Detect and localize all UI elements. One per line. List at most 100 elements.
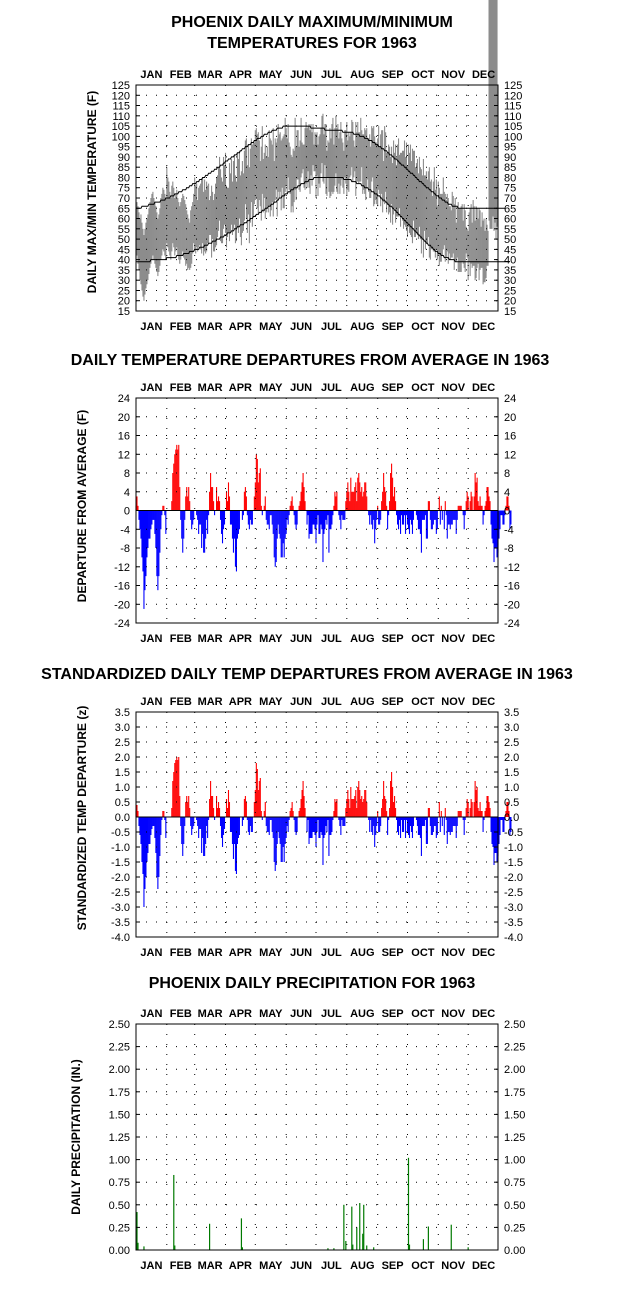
y-tick-label-right: 55 bbox=[504, 224, 516, 236]
y-tick-label-left: 35 bbox=[118, 265, 130, 277]
y-tick-label-right: 4 bbox=[504, 487, 510, 499]
temperature-chart: PHOENIX DAILY MAXIMUM/MINIMUM TEMPERATUR… bbox=[85, 0, 522, 333]
y-tick-label-right: 90 bbox=[504, 152, 516, 164]
month-label-bottom: FEB bbox=[170, 1260, 192, 1272]
y-tick-label-right: 65 bbox=[504, 203, 516, 215]
month-label-top: AUG bbox=[350, 1008, 374, 1020]
month-label-top: SEP bbox=[382, 382, 404, 394]
month-label-top: MAY bbox=[259, 382, 283, 394]
y-tick-label-right: -1.5 bbox=[504, 857, 523, 869]
departure-chart: DAILY TEMPERATURE DEPARTURES FROM AVERAG… bbox=[71, 352, 550, 645]
y-tick-label-right: -4 bbox=[504, 524, 514, 536]
y-tick-label-right: -2.5 bbox=[504, 887, 523, 899]
y-tick-label-left: 1.5 bbox=[115, 767, 130, 779]
month-label-top: MAR bbox=[198, 382, 223, 394]
y-tick-label-left: 0.75 bbox=[109, 1177, 130, 1189]
y-tick-label-right: 1.75 bbox=[504, 1087, 525, 1099]
y-tick-label-left: 1.00 bbox=[109, 1155, 130, 1167]
y-tick-label-left: 0.5 bbox=[115, 797, 130, 809]
month-label-top: JUN bbox=[290, 696, 312, 708]
standardized-chart-y-axis-label: STANDARDIZED TEMP DEPARTURE (z) bbox=[75, 706, 89, 931]
month-label-top: FEB bbox=[170, 696, 192, 708]
y-tick-label-left: 70 bbox=[118, 193, 130, 205]
month-label-bottom: SEP bbox=[382, 947, 404, 959]
y-tick-label-right: 45 bbox=[504, 244, 516, 256]
y-tick-label-right: 16 bbox=[504, 431, 516, 443]
y-tick-label-right: 25 bbox=[504, 286, 516, 298]
y-tick-label-left: 80 bbox=[118, 173, 130, 185]
month-label-bottom: JUN bbox=[290, 633, 312, 645]
y-tick-label-left: -8 bbox=[120, 543, 130, 555]
temperature-chart-title-line-1: PHOENIX DAILY MAXIMUM/MINIMUM bbox=[171, 14, 453, 31]
month-label-bottom: FEB bbox=[170, 947, 192, 959]
y-tick-label-left: 16 bbox=[118, 431, 130, 443]
y-tick-label-left: 1.50 bbox=[109, 1109, 130, 1121]
y-tick-label-left: 1.25 bbox=[109, 1132, 130, 1144]
y-tick-label-left: 24 bbox=[118, 393, 130, 405]
y-tick-label-left: -0.5 bbox=[111, 827, 130, 839]
y-tick-label-right: 24 bbox=[504, 393, 516, 405]
y-tick-label-left: 115 bbox=[112, 101, 130, 113]
month-label-bottom: JUN bbox=[290, 947, 312, 959]
y-tick-label-right: 35 bbox=[504, 265, 516, 277]
y-tick-label-right: 3.0 bbox=[504, 722, 519, 734]
y-tick-label-right: 2.5 bbox=[504, 737, 519, 749]
month-label-bottom: SEP bbox=[382, 1260, 404, 1272]
month-label-top: JUN bbox=[290, 69, 312, 81]
month-label-top: AUG bbox=[350, 382, 374, 394]
y-tick-label-right: 1.0 bbox=[504, 782, 519, 794]
month-label-bottom: JUN bbox=[290, 321, 312, 333]
y-tick-label-right: 2.0 bbox=[504, 752, 519, 764]
y-tick-label-left: -1.0 bbox=[111, 842, 130, 854]
y-tick-label-right: 85 bbox=[504, 162, 516, 174]
month-label-bottom: JAN bbox=[140, 321, 162, 333]
y-tick-label-left: 120 bbox=[112, 90, 130, 102]
y-tick-label-left: 2.5 bbox=[115, 737, 130, 749]
standardized-chart-frame bbox=[135, 711, 499, 938]
month-label-bottom: MAR bbox=[198, 633, 223, 645]
y-tick-label-left: -20 bbox=[114, 599, 130, 611]
y-tick-label-left: 0.00 bbox=[109, 1245, 130, 1257]
month-label-bottom: OCT bbox=[411, 321, 435, 333]
y-tick-label-left: 95 bbox=[118, 142, 130, 154]
month-label-bottom: FEB bbox=[170, 633, 192, 645]
y-tick-label-right: 12 bbox=[504, 449, 516, 461]
y-tick-label-left: 40 bbox=[118, 255, 130, 267]
month-label-bottom: SEP bbox=[382, 321, 404, 333]
y-tick-label-right: 15 bbox=[504, 306, 516, 318]
y-tick-label-right: 1.25 bbox=[504, 1132, 525, 1144]
y-tick-label-right: -4.0 bbox=[504, 932, 523, 944]
month-label-top: FEB bbox=[170, 382, 192, 394]
month-label-top: JUL bbox=[321, 382, 342, 394]
month-label-bottom: MAR bbox=[198, 1260, 223, 1272]
month-label-top: MAY bbox=[259, 69, 283, 81]
month-label-top: DEC bbox=[472, 696, 495, 708]
month-label-bottom: APR bbox=[229, 1260, 252, 1272]
y-tick-label-left: 20 bbox=[118, 296, 130, 308]
y-tick-label-left: 45 bbox=[118, 244, 130, 256]
y-tick-label-left: 105 bbox=[112, 121, 130, 133]
month-label-bottom: AUG bbox=[350, 1260, 374, 1272]
month-label-bottom: NOV bbox=[441, 947, 466, 959]
y-tick-label-right: -2.0 bbox=[504, 872, 523, 884]
month-label-bottom: NOV bbox=[441, 321, 466, 333]
y-tick-label-right: 3.5 bbox=[504, 707, 519, 719]
y-tick-label-right: 75 bbox=[504, 183, 516, 195]
month-label-top: NOV bbox=[441, 382, 466, 394]
month-label-bottom: JUN bbox=[290, 1260, 312, 1272]
y-tick-label-right: -1.0 bbox=[504, 842, 523, 854]
month-label-top: DEC bbox=[472, 69, 495, 81]
month-label-bottom: MAR bbox=[198, 947, 223, 959]
y-tick-label-left: 100 bbox=[112, 131, 130, 143]
normal-max-line bbox=[136, 125, 505, 209]
month-label-top: NOV bbox=[441, 1008, 466, 1020]
y-tick-label-right: 50 bbox=[504, 234, 516, 246]
month-label-bottom: MAY bbox=[259, 947, 283, 959]
departure-chart-grid bbox=[136, 398, 498, 623]
month-label-top: MAY bbox=[259, 1008, 283, 1020]
y-tick-label-left: 1.75 bbox=[109, 1087, 130, 1099]
y-tick-label-right: 20 bbox=[504, 296, 516, 308]
month-label-bottom: AUG bbox=[350, 321, 374, 333]
y-tick-label-right: 1.00 bbox=[504, 1155, 525, 1167]
y-tick-label-left: 30 bbox=[118, 275, 130, 287]
